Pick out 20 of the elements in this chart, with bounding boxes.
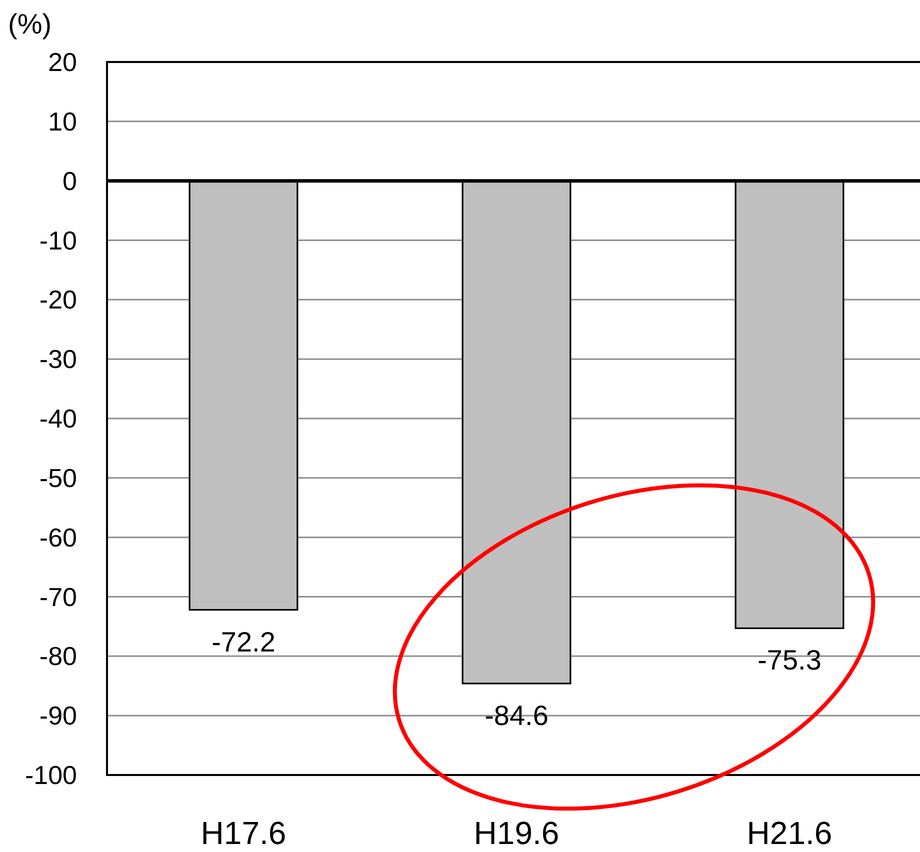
y-tick-label: -90 bbox=[39, 700, 77, 731]
y-tick-label: -20 bbox=[39, 284, 77, 315]
y-tick-label: -100 bbox=[24, 760, 77, 790]
x-tick-label: H21.6 bbox=[746, 815, 832, 851]
y-tick-label: -10 bbox=[39, 225, 77, 256]
x-tick-label: H19.6 bbox=[474, 815, 560, 851]
data-label: -84.6 bbox=[484, 700, 548, 731]
data-label: -72.2 bbox=[212, 626, 276, 658]
y-tick-label: -40 bbox=[39, 404, 77, 434]
y-tick-label: -70 bbox=[39, 582, 77, 612]
y-tick-label: -60 bbox=[39, 522, 77, 552]
y-tick-label: -50 bbox=[39, 462, 77, 493]
x-tick-label: H17.6 bbox=[200, 815, 286, 851]
y-axis-title: (%) bbox=[8, 8, 52, 40]
data-label: -75.3 bbox=[758, 644, 822, 676]
y-tick-label: 20 bbox=[48, 47, 77, 77]
y-tick-label: -30 bbox=[39, 344, 77, 374]
y-tick-label: 10 bbox=[48, 106, 77, 136]
y-tick-label: 0 bbox=[62, 166, 77, 196]
y-tick-label: -80 bbox=[39, 641, 77, 672]
